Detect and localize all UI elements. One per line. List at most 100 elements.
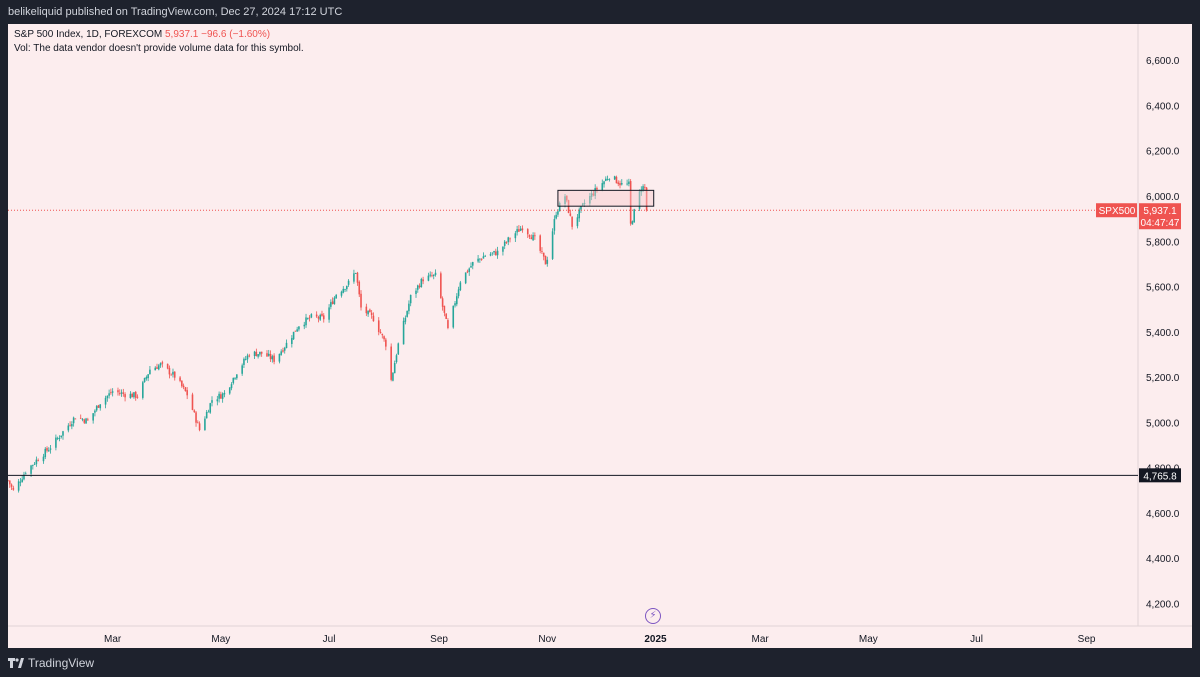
candle-body[interactable] xyxy=(346,285,348,290)
candle-body[interactable] xyxy=(195,412,197,423)
candle-body[interactable] xyxy=(35,459,38,465)
candle-body[interactable] xyxy=(583,202,586,204)
candle-body[interactable] xyxy=(17,481,20,491)
candle-body[interactable] xyxy=(558,202,561,212)
candle-body[interactable] xyxy=(420,278,423,288)
candle-body[interactable] xyxy=(209,403,212,413)
candle-body[interactable] xyxy=(184,387,187,392)
candle-body[interactable] xyxy=(619,183,621,186)
candle-body[interactable] xyxy=(296,329,298,332)
candle-body[interactable] xyxy=(493,250,495,253)
candle-body[interactable] xyxy=(71,424,73,427)
candle-body[interactable] xyxy=(613,176,616,180)
candle-body[interactable] xyxy=(495,251,497,256)
candle-body[interactable] xyxy=(285,342,288,349)
candle-body[interactable] xyxy=(236,374,238,379)
candle-body[interactable] xyxy=(502,246,504,252)
candle-body[interactable] xyxy=(344,289,346,290)
candle-body[interactable] xyxy=(631,221,634,225)
candle-body[interactable] xyxy=(197,422,199,424)
candle-body[interactable] xyxy=(168,367,171,375)
candle-body[interactable] xyxy=(173,371,176,378)
candle-body[interactable] xyxy=(267,353,270,356)
candle-body[interactable] xyxy=(596,187,598,190)
candle-body[interactable] xyxy=(539,235,541,251)
candle-body[interactable] xyxy=(628,181,630,184)
candle-body[interactable] xyxy=(69,424,71,426)
candle-body[interactable] xyxy=(30,465,32,474)
candle-body[interactable] xyxy=(260,351,263,354)
candle-body[interactable] xyxy=(452,305,455,328)
candle-body[interactable] xyxy=(181,380,183,387)
candle-body[interactable] xyxy=(97,405,100,408)
candle-body[interactable] xyxy=(186,390,188,396)
candle-body[interactable] xyxy=(459,282,462,291)
candle-body[interactable] xyxy=(193,410,196,413)
candle-body[interactable] xyxy=(133,392,135,398)
candle-body[interactable] xyxy=(198,423,201,431)
candle-body[interactable] xyxy=(122,392,125,394)
candle-body[interactable] xyxy=(491,252,494,254)
candle-body[interactable] xyxy=(303,324,306,327)
candle-body[interactable] xyxy=(601,183,604,191)
candle-body[interactable] xyxy=(118,393,121,395)
candle-body[interactable] xyxy=(156,367,158,369)
candle-body[interactable] xyxy=(56,437,59,439)
candle-body[interactable] xyxy=(74,418,77,420)
candle-body[interactable] xyxy=(385,339,387,347)
candle-body[interactable] xyxy=(468,268,471,272)
candle-body[interactable] xyxy=(55,437,57,448)
candle-body[interactable] xyxy=(79,417,82,419)
candle-body[interactable] xyxy=(246,355,249,360)
candle-body[interactable] xyxy=(402,320,405,345)
candle-body[interactable] xyxy=(620,183,623,185)
candle-body[interactable] xyxy=(266,353,268,357)
candle-body[interactable] xyxy=(542,252,545,257)
candle-body[interactable] xyxy=(255,351,258,357)
candle-body[interactable] xyxy=(136,396,139,398)
candle-body[interactable] xyxy=(282,350,284,352)
candle-body[interactable] xyxy=(553,219,556,231)
candle-body[interactable] xyxy=(134,391,137,398)
candle-body[interactable] xyxy=(67,425,70,431)
price-chart[interactable]: 6,600.0 6,400.0 6,200.0 6,000.0 5,800.0 5,600… xyxy=(8,24,1192,648)
candle-body[interactable] xyxy=(108,393,110,396)
candle-body[interactable] xyxy=(85,418,87,424)
candle-body[interactable] xyxy=(244,359,247,360)
candle-body[interactable] xyxy=(111,391,114,393)
tradingview-logo-icon[interactable] xyxy=(8,657,24,668)
candle-body[interactable] xyxy=(159,363,162,366)
candle-body[interactable] xyxy=(33,463,36,465)
candle-body[interactable] xyxy=(306,318,309,319)
candle-body[interactable] xyxy=(120,392,123,394)
candle-body[interactable] xyxy=(216,399,219,402)
candle-body[interactable] xyxy=(551,231,554,259)
candle-body[interactable] xyxy=(305,317,307,326)
candle-body[interactable] xyxy=(530,237,533,240)
candle-body[interactable] xyxy=(166,363,169,369)
candle-body[interactable] xyxy=(447,320,449,328)
candle-body[interactable] xyxy=(456,296,458,305)
candle-body[interactable] xyxy=(457,289,460,297)
candle-body[interactable] xyxy=(528,234,531,237)
candle-body[interactable] xyxy=(220,394,222,399)
candle-body[interactable] xyxy=(629,181,632,224)
candle-body[interactable] xyxy=(519,228,522,231)
candle-body[interactable] xyxy=(565,195,568,201)
candle-body[interactable] xyxy=(81,419,84,420)
candle-body[interactable] xyxy=(406,310,408,317)
candle-body[interactable] xyxy=(117,390,119,393)
candle-body[interactable] xyxy=(259,351,261,355)
candle-body[interactable] xyxy=(569,213,572,216)
candle-body[interactable] xyxy=(253,351,256,356)
candle-body[interactable] xyxy=(8,480,11,485)
candle-body[interactable] xyxy=(12,487,15,490)
candle-body[interactable] xyxy=(95,406,98,411)
candle-body[interactable] xyxy=(243,358,245,365)
candle-body[interactable] xyxy=(257,354,259,357)
candle-body[interactable] xyxy=(8,480,9,482)
candle-body[interactable] xyxy=(578,209,581,219)
candle-body[interactable] xyxy=(234,377,236,379)
candle-body[interactable] xyxy=(10,484,13,487)
candle-body[interactable] xyxy=(354,273,357,274)
